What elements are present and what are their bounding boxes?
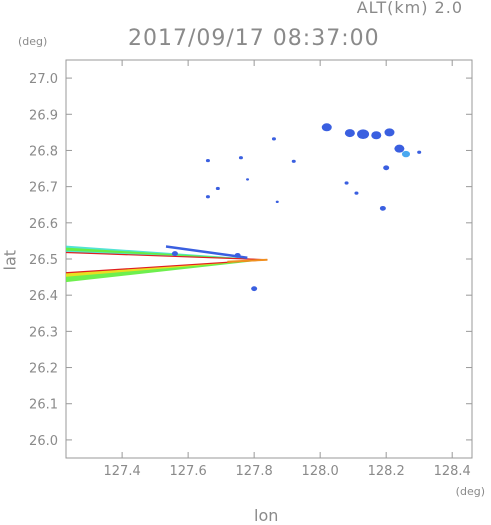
plot-frame [65, 59, 473, 459]
y-tick-label: 26.7 [29, 181, 58, 196]
y-tick-label: 26.3 [29, 325, 58, 340]
echo-blob [234, 252, 241, 258]
echo-blob [344, 129, 355, 138]
y-tick-label: 27.0 [29, 72, 58, 87]
beam-upper-green [66, 247, 268, 260]
timestamp-title: 2017/09/17 08:37:00 [128, 26, 380, 51]
echo-blob [291, 159, 296, 163]
echo-blob [357, 129, 370, 139]
x-tick-label: 127.6 [170, 464, 207, 479]
y-axis-label: lat [0, 249, 20, 271]
x-tick-label: 128.4 [434, 464, 471, 479]
echo-blob [275, 200, 279, 204]
y-tick-label: 26.0 [29, 434, 58, 449]
beam-upper-edge [65, 251, 268, 261]
beam-lower-yellow [66, 259, 268, 277]
y-tick-label: 26.8 [29, 144, 58, 159]
echo-blob [401, 150, 410, 158]
y-tick-label: 26.4 [29, 289, 58, 304]
echo-blob [215, 186, 220, 191]
echo-blob [344, 181, 349, 185]
echo-blob [251, 286, 258, 292]
echo-blob [171, 251, 178, 256]
x-axis-label: lon [254, 506, 279, 525]
echo-blob [205, 195, 210, 199]
y-tick-label: 26.1 [29, 398, 58, 413]
y-unit-label: (deg) [18, 35, 48, 48]
altitude-label: ALT(km) 2.0 [356, 0, 463, 17]
echo-blob [379, 205, 386, 211]
y-tick-label: 26.9 [29, 108, 58, 123]
echo-blob [383, 165, 390, 171]
echo-blob [321, 123, 332, 132]
echo-blob [371, 131, 382, 140]
echo-blob [246, 178, 250, 181]
x-tick-label: 128.0 [302, 464, 339, 479]
echo-blob [384, 128, 395, 137]
beam-upper-band [66, 245, 268, 260]
echo-blob [354, 191, 359, 195]
echo-blob [238, 156, 243, 160]
echo-blob [271, 137, 276, 141]
beam-upper-blue [165, 245, 248, 259]
beam-lower-band [66, 259, 268, 283]
echo-blob [394, 144, 405, 153]
echo-blob [417, 150, 422, 154]
x-tick-label: 128.2 [368, 464, 405, 479]
echo-blob [205, 158, 210, 163]
y-tick-label: 26.6 [29, 217, 58, 232]
x-unit-label: (deg) [455, 485, 485, 498]
beam-apex-orange [227, 258, 268, 263]
x-tick-label: 127.4 [104, 464, 141, 479]
y-tick-label: 26.5 [29, 253, 58, 268]
x-tick-label: 127.8 [236, 464, 273, 479]
y-tick-label: 26.2 [29, 362, 58, 377]
